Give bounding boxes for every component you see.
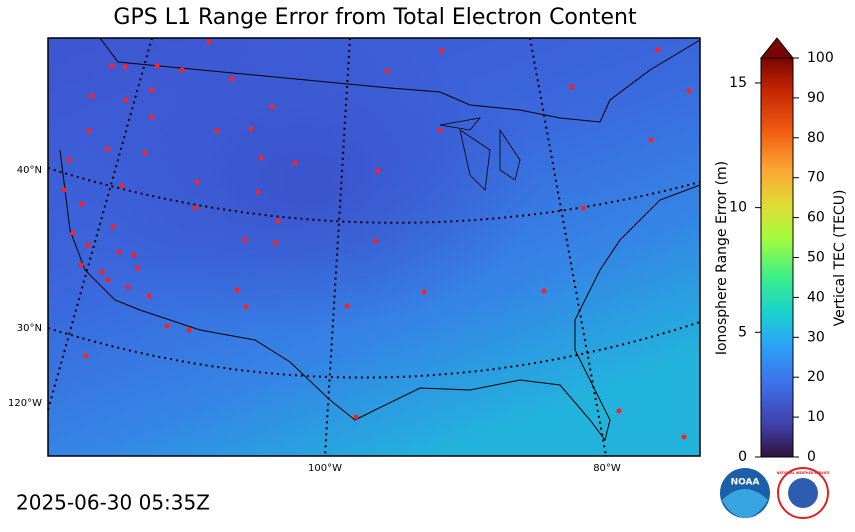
meridians — [47, 37, 607, 457]
right-tick-label: 100 — [807, 50, 834, 66]
colorbar: 0 5 10 15 0 10 20 30 40 50 60 70 80 90 100 — [729, 37, 834, 465]
lon-label: 100°W — [308, 463, 342, 474]
parallels — [47, 167, 701, 379]
left-tick-label: 15 — [729, 75, 747, 91]
colorbar-scale — [760, 57, 794, 458]
noaa-text: NOAA — [731, 478, 760, 488]
right-tick-label: 10 — [807, 409, 825, 425]
great-lakes — [439, 117, 521, 191]
lat-label: 40°N — [17, 165, 42, 176]
title: GPS L1 Range Error from Total Electron C… — [113, 5, 637, 30]
tec-field-low — [48, 38, 700, 456]
right-tick-label: 80 — [807, 130, 825, 146]
colorbar-extend — [759, 37, 795, 59]
right-tick-label: 70 — [807, 170, 825, 186]
right-tick-label: 90 — [807, 90, 825, 106]
map-frame — [47, 37, 701, 457]
border — [99, 37, 701, 123]
nws-text: NATIONAL WEATHER SERVICE — [777, 471, 830, 475]
right-tick-label: 20 — [807, 369, 825, 385]
lon-label: 80°W — [593, 463, 621, 474]
nws-logo: NATIONAL WEATHER SERVICE — [777, 467, 830, 519]
colorbar-left-label: Ionosphere Range Error (m) — [714, 161, 730, 355]
left-tick-label: 5 — [738, 324, 747, 340]
colorbar-right-label: Vertical TEC (TECU) — [832, 190, 848, 327]
map — [47, 37, 701, 457]
left-tick-label: 0 — [738, 449, 747, 465]
lon-label: 120°W — [8, 398, 42, 409]
right-tick-label: 30 — [807, 329, 825, 345]
right-tick-label: 0 — [807, 449, 816, 465]
left-tick-label: 10 — [729, 200, 747, 216]
right-tick-label: 60 — [807, 210, 825, 226]
stations — [61, 39, 692, 440]
timestamp: 2025-06-30 05:35Z — [16, 491, 210, 515]
right-tick-label: 50 — [807, 250, 825, 266]
noaa-logo: NOAA — [720, 468, 770, 518]
lat-label: 30°N — [17, 323, 42, 334]
coastline — [59, 149, 701, 442]
right-tick-label: 40 — [807, 289, 825, 305]
